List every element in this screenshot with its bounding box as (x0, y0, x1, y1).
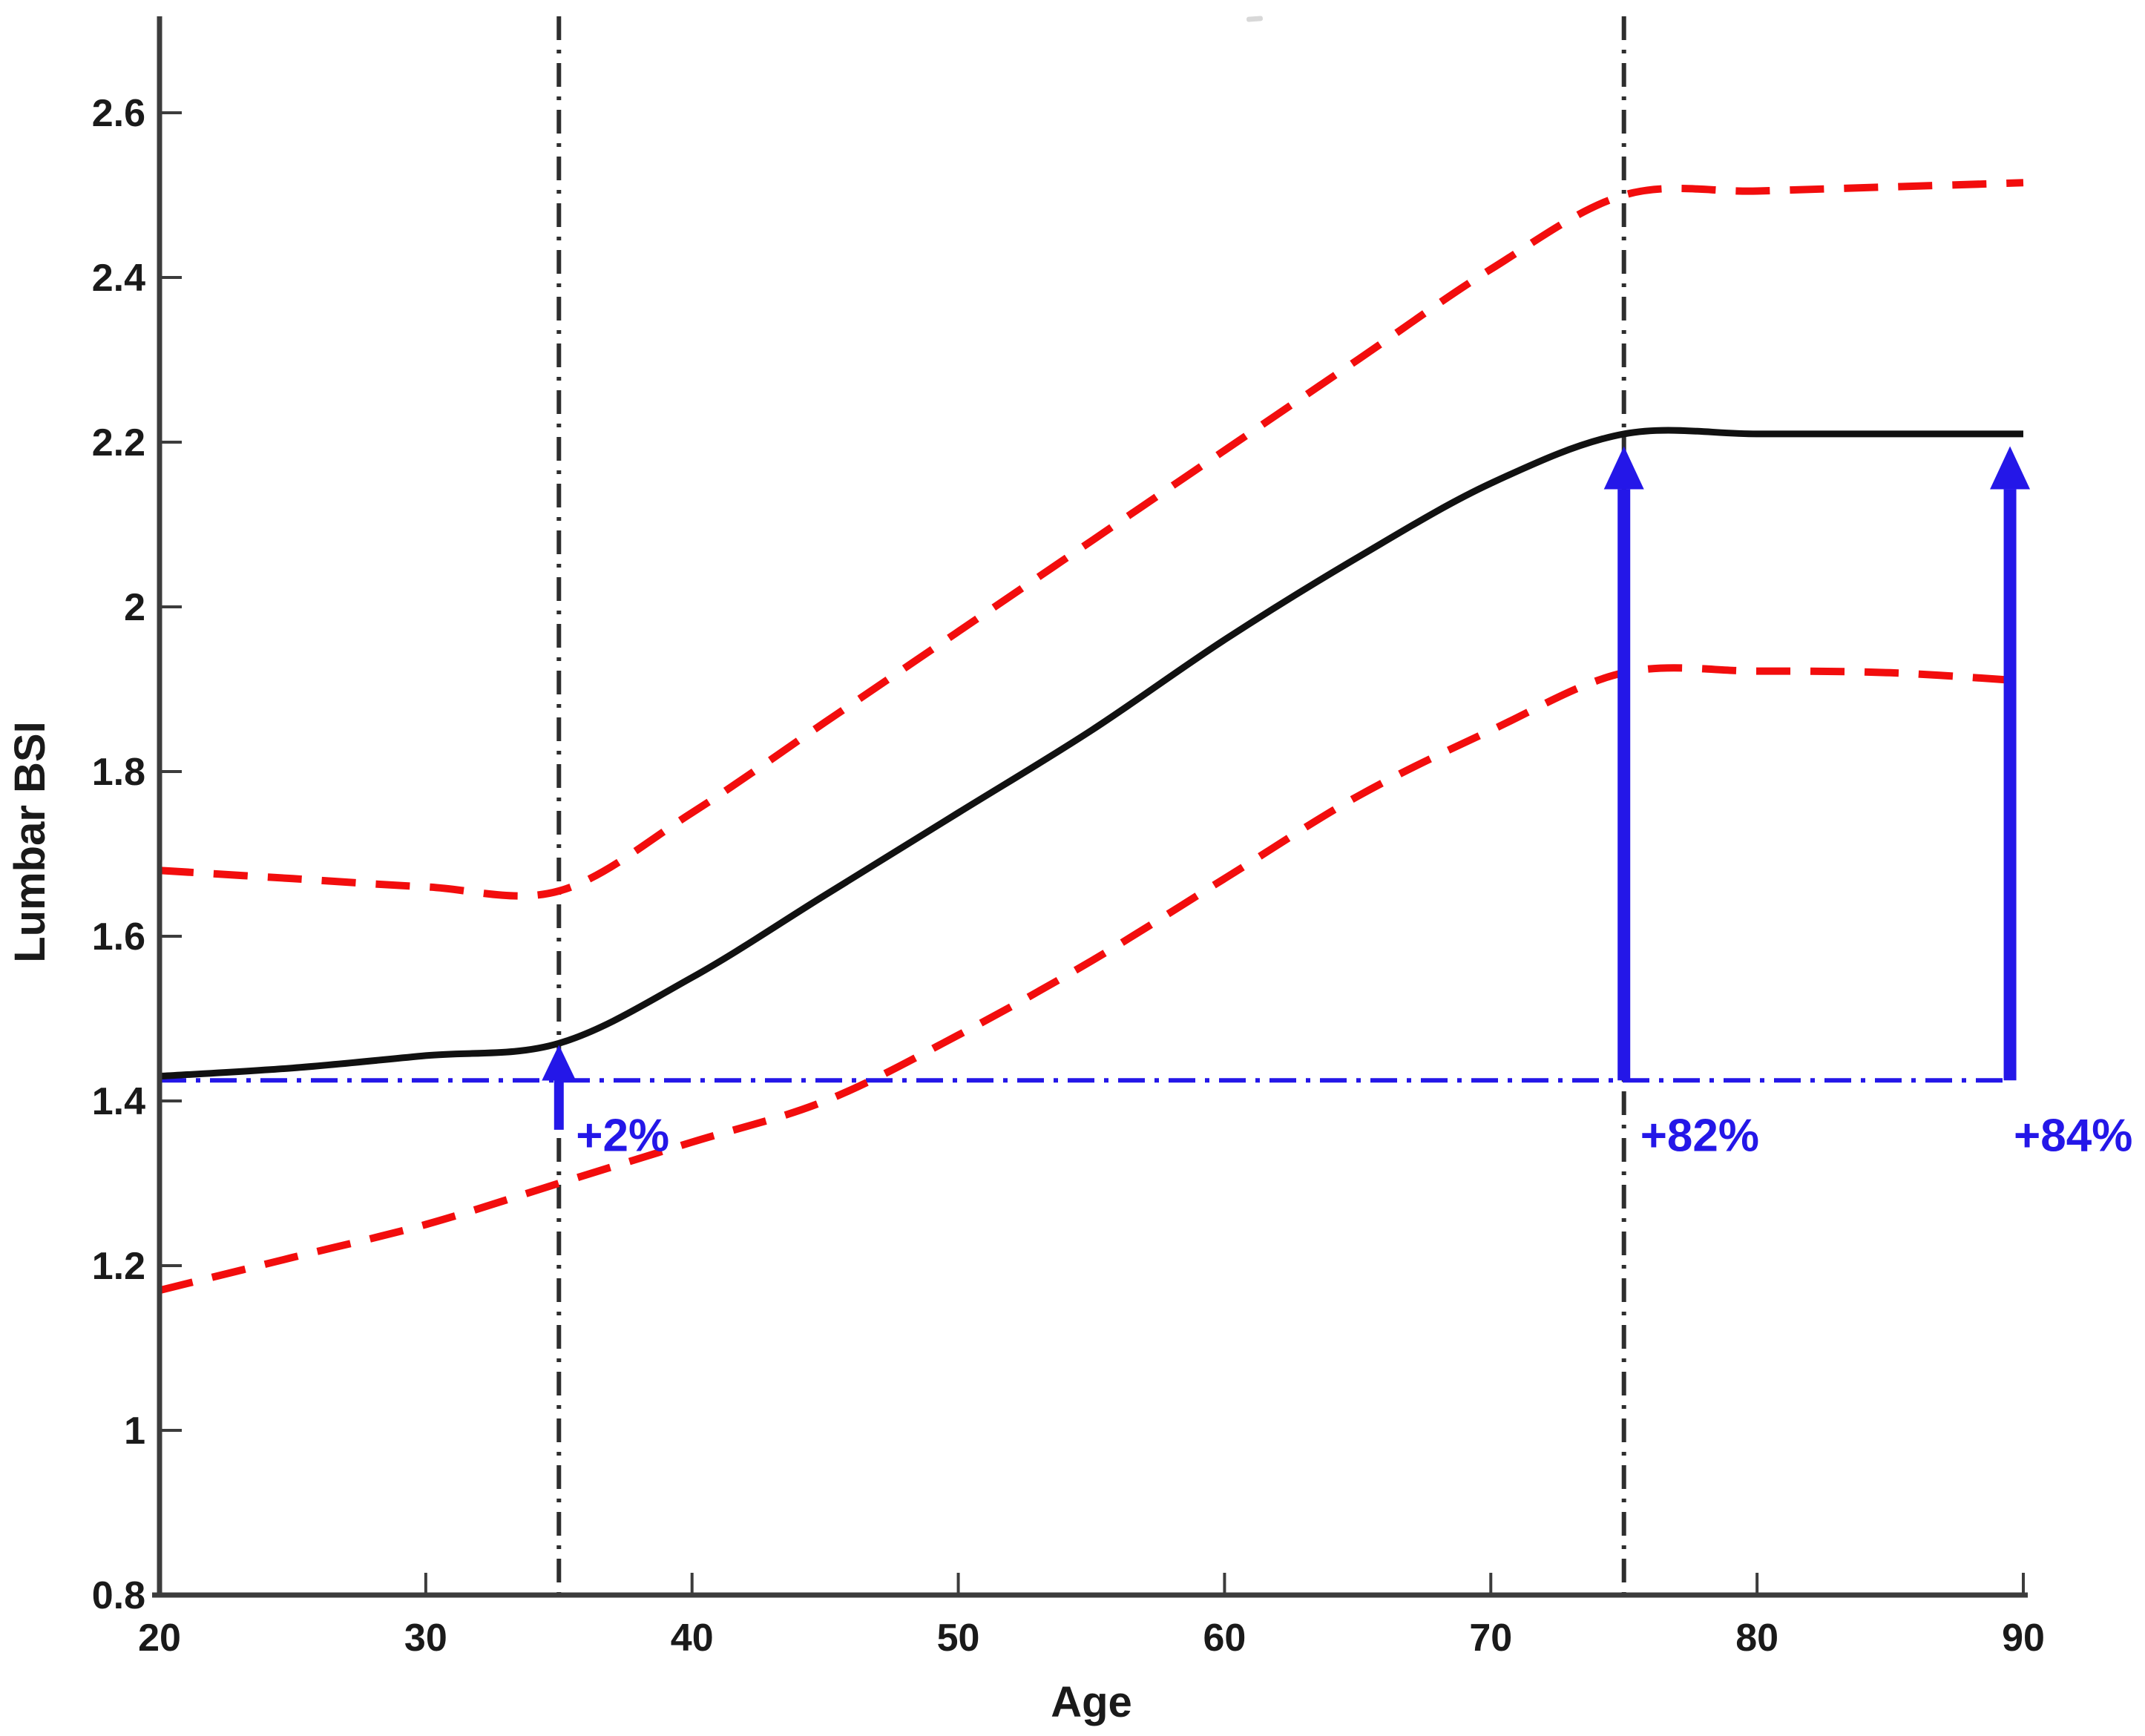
x-tick-label-90: 90 (2002, 1617, 2045, 1660)
arrow-head-icon (542, 1045, 577, 1081)
x-tick-label-40: 40 (671, 1617, 714, 1660)
x-tick-label-70: 70 (1469, 1617, 1512, 1660)
annotation-label: +84% (2014, 1110, 2132, 1161)
arrow-head-icon (1990, 446, 2031, 490)
annotation-label: +2% (576, 1110, 669, 1161)
upper-bound-curve (159, 179, 2024, 900)
mean-lumbar-bsi-curve (159, 427, 2023, 1080)
y-tick-label-0.8: 0.8 (92, 1574, 145, 1617)
y-tick-label-2.6: 2.6 (92, 92, 145, 135)
y-tick-label-1.8: 1.8 (92, 751, 145, 794)
y-axis-title: Lumbar BSI (6, 721, 54, 963)
x-tick-label-80: 80 (1735, 1617, 1778, 1660)
y-tick-label-2: 2 (124, 586, 145, 629)
arrow-head-icon (1603, 446, 1644, 490)
x-tick-label-50: 50 (937, 1617, 980, 1660)
annotation-label: +82% (1640, 1110, 1759, 1161)
x-tick-label-60: 60 (1203, 1617, 1246, 1660)
annotation-+84%: +84% (1990, 446, 2132, 1161)
y-tick-label-1: 1 (124, 1410, 145, 1453)
x-axis-title: Age (1051, 1678, 1132, 1726)
annotations: +2% +82% +84% (542, 446, 2132, 1161)
y-tick-label-2.4: 2.4 (92, 257, 145, 300)
lower-bound-curve (158, 664, 2024, 1295)
y-tick-label-1.2: 1.2 (92, 1245, 145, 1288)
annotation-+82%: +82% (1603, 446, 1759, 1161)
data-curves (158, 179, 2024, 1295)
arrow-shaft (554, 1080, 564, 1130)
annotation-+2%: +2% (542, 1045, 669, 1161)
arrow-shaft (1617, 489, 1631, 1081)
y-tick-label-2.2: 2.2 (92, 421, 145, 464)
y-tick-label-1.4: 1.4 (92, 1080, 145, 1123)
x-tick-label-20: 20 (138, 1617, 181, 1660)
vertical-marker-lines (556, 16, 1626, 1595)
axes: 20 30 40 50 60 70 80 90 0.8 1 1.2 1.4 1.6 1.8 2 2.2 2.4 2… (92, 16, 2045, 1660)
x-tick-label-30: 30 (404, 1617, 447, 1660)
arrow-shaft (2003, 489, 2017, 1081)
y-tick-label-1.6: 1.6 (92, 915, 145, 959)
